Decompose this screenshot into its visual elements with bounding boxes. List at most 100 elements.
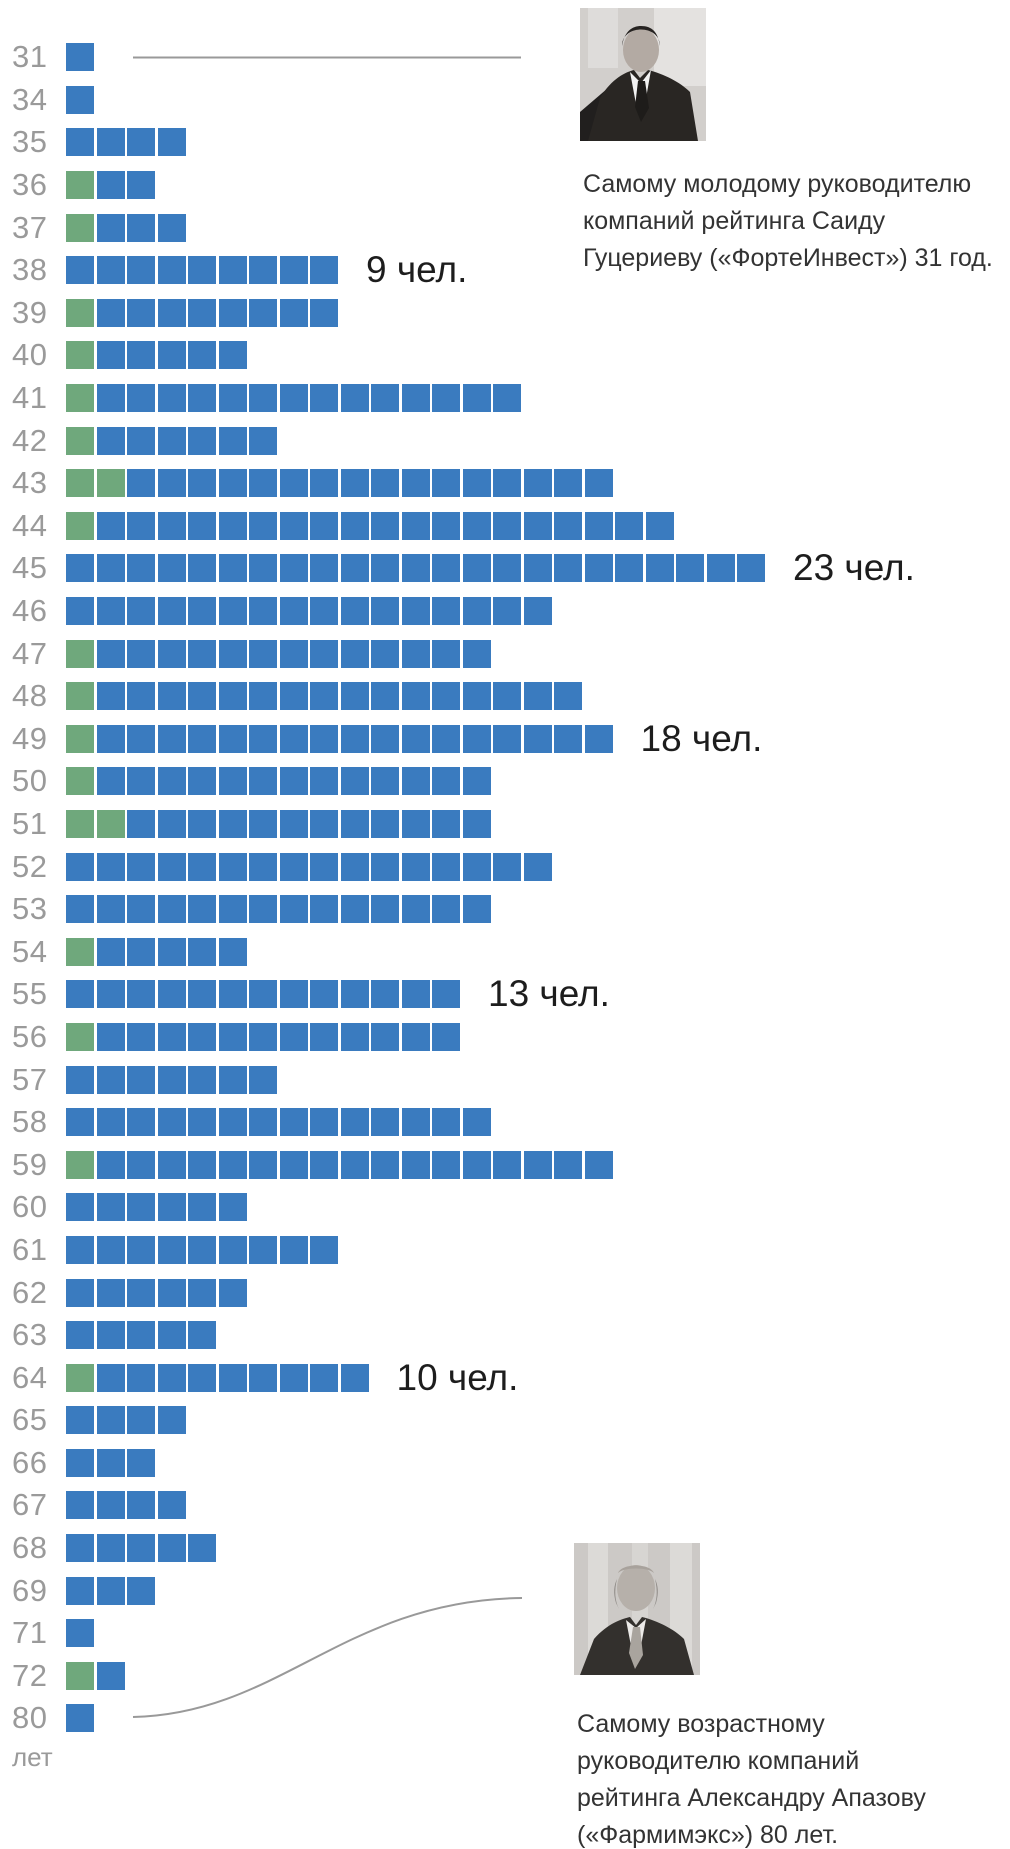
chart-row: 62: [0, 1271, 915, 1314]
person-square-blue: [371, 511, 399, 540]
age-label: 36: [12, 167, 48, 203]
person-square-blue: [371, 724, 399, 753]
age-label: 53: [12, 891, 48, 927]
person-square-blue: [432, 852, 460, 881]
person-square-blue: [127, 341, 155, 370]
person-squares: [66, 511, 674, 540]
person-squares: [66, 384, 521, 413]
person-square-blue: [96, 1534, 125, 1563]
chart-row: 64 10 чел.: [0, 1356, 915, 1399]
age-label: 39: [12, 294, 48, 330]
person-square-blue: [127, 554, 155, 583]
person-squares: [66, 1363, 369, 1392]
person-square-blue: [249, 1235, 277, 1264]
person-square-blue: [310, 682, 338, 711]
age-label: 41: [12, 380, 48, 416]
person-squares: [66, 43, 94, 72]
person-square-blue: [218, 809, 247, 838]
person-square-blue: [279, 1022, 308, 1051]
person-square-blue: [401, 469, 430, 498]
person-squares: [66, 128, 186, 157]
age-label: 48: [12, 678, 48, 714]
person-square-blue: [188, 809, 216, 838]
person-square-blue: [188, 1108, 216, 1137]
person-square-blue: [523, 682, 552, 711]
person-square-blue: [188, 1534, 216, 1563]
person-square-blue: [340, 1363, 369, 1392]
person-square-blue: [493, 554, 521, 583]
person-square-blue: [127, 895, 155, 924]
person-square-blue: [127, 980, 155, 1009]
person-square-blue: [157, 980, 186, 1009]
person-square-blue: [523, 597, 552, 626]
person-square-blue: [371, 554, 399, 583]
person-square-blue: [371, 469, 399, 498]
person-square-blue: [432, 724, 460, 753]
person-square-blue: [310, 597, 338, 626]
person-square-blue: [96, 980, 125, 1009]
person-square-blue: [310, 724, 338, 753]
chart-row: 31: [0, 36, 915, 79]
person-square-blue: [249, 809, 277, 838]
person-square-blue: [462, 469, 491, 498]
person-square-blue: [340, 597, 369, 626]
person-squares: [66, 1022, 460, 1051]
person-square-blue: [127, 724, 155, 753]
person-square-green: [66, 1661, 94, 1690]
person-square-blue: [66, 1065, 94, 1094]
chart-row: 50: [0, 760, 915, 803]
person-square-blue: [127, 1108, 155, 1137]
person-square-blue: [157, 256, 186, 285]
chart-row: 59: [0, 1143, 915, 1186]
person-squares: [66, 213, 186, 242]
person-square-blue: [66, 1704, 94, 1733]
person-square-blue: [279, 1363, 308, 1392]
person-square-blue: [218, 511, 247, 540]
caption-line: руководителю компаний: [577, 1747, 860, 1775]
person-square-blue: [188, 1193, 216, 1222]
person-square-blue: [523, 1150, 552, 1179]
person-square-blue: [310, 809, 338, 838]
person-square-blue: [96, 1065, 125, 1094]
person-square-blue: [584, 511, 613, 540]
person-square-blue: [310, 767, 338, 796]
person-square-blue: [188, 341, 216, 370]
person-squares: [66, 171, 155, 200]
photo-youngest-leader: [580, 8, 706, 141]
person-square-blue: [554, 724, 582, 753]
person-square-blue: [188, 298, 216, 327]
person-square-blue: [96, 384, 125, 413]
person-square-blue: [188, 980, 216, 1009]
person-square-blue: [279, 554, 308, 583]
person-square-green: [66, 298, 94, 327]
person-square-blue: [127, 597, 155, 626]
count-annotation: 10 чел.: [396, 1356, 519, 1398]
person-square-blue: [66, 980, 94, 1009]
person-square-blue: [96, 1491, 125, 1520]
chart-row: 52: [0, 845, 915, 888]
person-square-blue: [66, 1576, 94, 1605]
person-square-blue: [401, 384, 430, 413]
caption-youngest: Самому молодому руководителю компаний рей…: [583, 166, 1003, 277]
person-square-blue: [310, 639, 338, 668]
person-square-blue: [249, 639, 277, 668]
person-squares: [66, 1448, 155, 1477]
person-square-blue: [462, 597, 491, 626]
age-label: 37: [12, 209, 48, 245]
chart-row: 60: [0, 1186, 915, 1229]
person-square-blue: [676, 554, 704, 583]
chart-row: 63: [0, 1314, 915, 1357]
person-square-blue: [462, 511, 491, 540]
age-label: 49: [12, 720, 48, 756]
person-square-blue: [584, 724, 613, 753]
person-square-blue: [462, 1150, 491, 1179]
person-square-blue: [96, 213, 125, 242]
person-square-green: [66, 426, 94, 455]
person-square-blue: [401, 1022, 430, 1051]
person-square-blue: [432, 469, 460, 498]
age-label: 46: [12, 593, 48, 629]
chart-row: 37: [0, 206, 915, 249]
person-square-blue: [493, 1150, 521, 1179]
person-square-blue: [462, 1108, 491, 1137]
person-square-blue: [157, 895, 186, 924]
